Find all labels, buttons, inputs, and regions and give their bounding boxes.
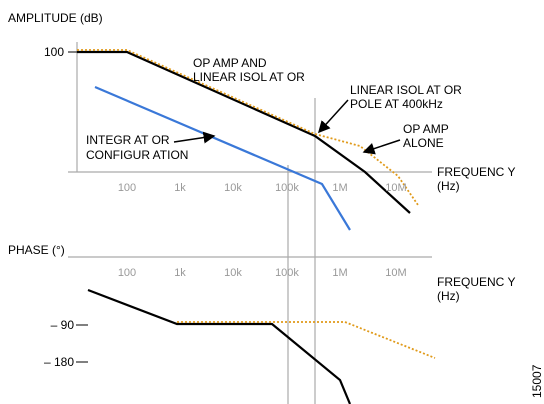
- arrow: [362, 139, 401, 155]
- x-tick-label: 10k: [224, 182, 242, 194]
- x-label: (Hz): [437, 179, 460, 193]
- phase-curve: [87, 288, 352, 404]
- y-label: PHASE (°): [8, 243, 65, 257]
- x-tick-label: 1k: [174, 267, 186, 279]
- x-label: FREQUENC Y: [437, 165, 515, 179]
- x-tick-label: 10k: [224, 267, 242, 279]
- annotation: LINEAR ISOL AT OR: [193, 70, 305, 84]
- phase-combined-curve: [177, 321, 436, 359]
- op-amp-curve: [77, 50, 411, 214]
- arrow: [317, 99, 349, 134]
- y-tick-label: – 90: [51, 318, 75, 332]
- x-tick-label: 100: [118, 182, 136, 194]
- x-tick-label: 100: [118, 267, 136, 279]
- annotation: OP AMP AND: [193, 56, 267, 70]
- annotation: INTEGR AT OR: [86, 133, 170, 147]
- x-tick-label: 10M: [385, 267, 406, 279]
- annotation: CONFIGUR ATION: [86, 148, 188, 162]
- arrow: [173, 131, 216, 144]
- x-label: FREQUENC Y: [437, 275, 515, 289]
- y-tick-label: 100: [44, 45, 64, 59]
- x-tick-label: 100k: [275, 267, 299, 279]
- annotation: ALONE: [403, 136, 444, 150]
- integrator-curve: [94, 85, 351, 231]
- x-tick-label: 1k: [174, 182, 186, 194]
- y-tick-label: – 180: [44, 355, 74, 369]
- y-label: AMPLITUDE (dB): [8, 11, 103, 25]
- combined-curve: [77, 49, 419, 206]
- annotation: OP AMP: [403, 122, 449, 136]
- x-label: (Hz): [437, 289, 460, 303]
- x-tick-label: 10M: [385, 182, 406, 194]
- x-tick-label: 1M: [332, 267, 347, 279]
- annotation: POLE AT 400kHz: [350, 97, 443, 111]
- x-tick-label: 100k: [275, 182, 299, 194]
- x-tick-label: 1M: [332, 182, 347, 194]
- annotation: LINEAR ISOL AT OR: [350, 83, 462, 97]
- figure-id: 15007: [530, 364, 544, 398]
